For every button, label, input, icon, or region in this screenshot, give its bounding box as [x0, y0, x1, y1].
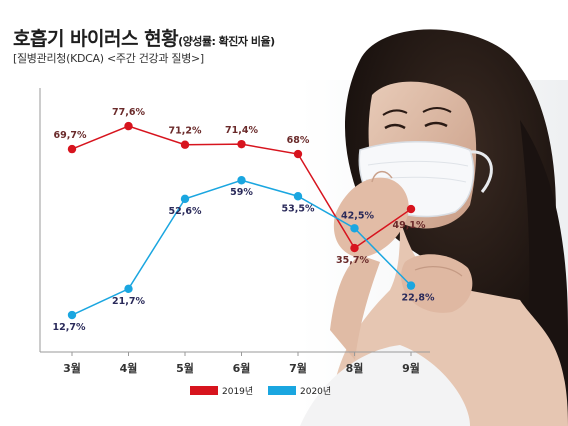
- x-tick-label: 3월: [63, 361, 81, 375]
- x-tick-label: 5월: [176, 361, 194, 375]
- x-tick-label: 8월: [346, 361, 364, 375]
- data-point: [67, 144, 77, 154]
- data-point: [124, 284, 133, 294]
- legend-label-2020: 2020년: [300, 387, 332, 397]
- data-point: [124, 121, 133, 131]
- data-point: [406, 281, 416, 290]
- data-point: [180, 140, 190, 149]
- chart-title: 호흡기 바이러스 현황(양성률: 확진자 비율): [13, 24, 275, 51]
- data-label: 68%: [287, 135, 310, 146]
- data-label: 71,2%: [169, 126, 202, 137]
- legend-swatch-2020: [268, 386, 296, 395]
- x-tick-label: 6월: [233, 361, 251, 375]
- data-label: 12,7%: [53, 322, 86, 333]
- data-point: [406, 204, 416, 214]
- legend-swatch-2019: [190, 386, 218, 395]
- chart-x-ticks: 3월 4월 5월 6월 7월 8월 9월: [63, 352, 420, 375]
- data-label: 53,5%: [282, 203, 315, 214]
- data-label: 49,1%: [393, 220, 426, 231]
- data-label: 77,6%: [112, 107, 145, 118]
- data-point: [293, 192, 303, 201]
- data-label: 22,8%: [402, 293, 435, 304]
- data-point: [293, 149, 303, 159]
- x-tick-label: 7월: [289, 361, 307, 375]
- data-point: [237, 139, 246, 149]
- data-point: [350, 243, 359, 253]
- chart-points: [67, 121, 416, 320]
- data-point: [350, 224, 359, 233]
- title-main: 호흡기 바이러스 현황: [13, 28, 179, 50]
- data-label: 69,7%: [54, 130, 87, 141]
- x-tick-label: 4월: [120, 361, 138, 375]
- x-tick-label: 9월: [402, 361, 420, 375]
- data-label: 42,5%: [341, 210, 374, 221]
- data-label: 71,4%: [225, 125, 258, 136]
- series-line-2020: [71, 179, 412, 316]
- legend-item-2019: 2019년: [190, 384, 253, 397]
- chart-data-labels: 69,7% 77,6% 71,2% 71,4% 68% 35,7% 49,1% 12,7% 21…: [53, 107, 435, 333]
- data-label: 59%: [230, 187, 253, 198]
- data-point: [237, 176, 246, 185]
- source-note: [질병관리청(KDCA) <주간 건강과 질병>]: [13, 52, 204, 65]
- data-label: 21,7%: [112, 296, 145, 307]
- legend-item-2020: 2020년: [268, 384, 331, 397]
- data-label: 52,6%: [169, 206, 202, 217]
- title-subtitle: (양성률: 확진자 비율): [178, 35, 275, 48]
- chart-legend: 2019년 2020년: [0, 384, 568, 400]
- data-point: [67, 310, 77, 320]
- chart-axes: [39, 88, 430, 353]
- legend-label-2019: 2019년: [222, 387, 254, 397]
- data-point: [180, 194, 190, 204]
- data-label: 35,7%: [336, 255, 369, 266]
